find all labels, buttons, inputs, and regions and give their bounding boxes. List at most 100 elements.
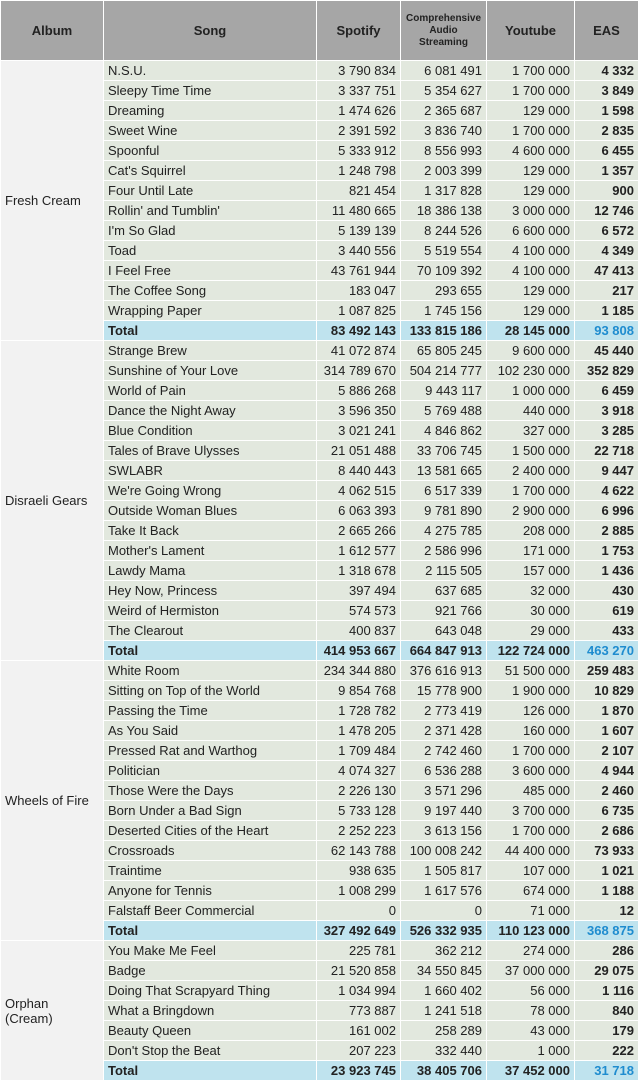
youtube-cell: 157 000: [486, 560, 575, 581]
spotify-cell: 43 761 944: [316, 260, 401, 281]
eas-cell: 1 753: [574, 540, 638, 561]
eas-cell: 6 572: [574, 220, 638, 241]
total-row: Total 327 492 649 526 332 935 110 123 000 36…: [1, 920, 638, 941]
song-cell: We're Going Wrong: [103, 480, 317, 501]
song-cell: You Make Me Feel: [103, 940, 317, 961]
cas-cell: 33 706 745: [400, 440, 487, 461]
total-eas-cell: 368 875: [574, 920, 638, 941]
youtube-cell: 3 000 000: [486, 200, 575, 221]
table-row: Disraeli Gears Strange Brew 41 072 874 65 8…: [0, 340, 638, 661]
song-cell: Traintime: [103, 860, 317, 881]
eas-cell: 1 870: [574, 700, 638, 721]
eas-cell: 2 460: [574, 780, 638, 801]
youtube-cell: 1 700 000: [486, 740, 575, 761]
cas-cell: 2 365 687: [400, 100, 487, 121]
song-cell: Spoonful: [103, 140, 317, 161]
youtube-cell: 327 000: [486, 420, 575, 441]
total-row: Total 414 953 667 664 847 913 122 724 000 46…: [1, 640, 638, 661]
cas-cell: 8 556 993: [400, 140, 487, 161]
spotify-cell: 938 635: [316, 860, 401, 881]
youtube-cell: 126 000: [486, 700, 575, 721]
total-eas-cell: 463 270: [574, 640, 638, 661]
total-spotify-cell: 23 923 745: [316, 1060, 401, 1081]
cas-cell: 637 685: [400, 580, 487, 601]
table-row: We're Going Wrong 4 062 515 6 517 339 1 700…: [1, 480, 638, 501]
cas-cell: 6 517 339: [400, 480, 487, 501]
spotify-cell: 2 665 266: [316, 520, 401, 541]
total-youtube-cell: 28 145 000: [486, 320, 575, 341]
spotify-cell: 314 789 670: [316, 360, 401, 381]
song-cell: I Feel Free: [103, 260, 317, 281]
spotify-cell: 1 318 678: [316, 560, 401, 581]
song-cell: The Clearout: [103, 620, 317, 641]
cas-cell: 2 115 505: [400, 560, 487, 581]
cas-cell: 9 781 890: [400, 500, 487, 521]
eas-cell: 4 944: [574, 760, 638, 781]
spotify-cell: 400 837: [316, 620, 401, 641]
album-cell: Fresh Cream: [0, 60, 104, 341]
spotify-cell: 234 344 880: [316, 660, 401, 681]
total-label-cell: Total: [103, 920, 317, 941]
table-row: Take It Back 2 665 266 4 275 785 208 000 2 8…: [1, 520, 638, 541]
eas-cell: 3 849: [574, 80, 638, 101]
youtube-cell: 1 700 000: [486, 60, 575, 81]
cas-cell: 0: [400, 900, 487, 921]
eas-cell: 6 459: [574, 380, 638, 401]
total-eas-cell: 31 718: [574, 1060, 638, 1081]
song-cell: Born Under a Bad Sign: [103, 800, 317, 821]
spotify-cell: 5 139 139: [316, 220, 401, 241]
youtube-cell: 2 400 000: [486, 460, 575, 481]
spotify-cell: 574 573: [316, 600, 401, 621]
youtube-cell: 1 000: [486, 1040, 575, 1061]
eas-cell: 4 349: [574, 240, 638, 261]
cas-cell: 2 773 419: [400, 700, 487, 721]
eas-cell: 1 185: [574, 300, 638, 321]
total-row: Total 23 923 745 38 405 706 37 452 000 31 71…: [1, 1060, 638, 1081]
song-cell: Sleepy Time Time: [103, 80, 317, 101]
spotify-cell: 41 072 874: [316, 340, 401, 361]
cas-cell: 5 769 488: [400, 400, 487, 421]
youtube-cell: 3 600 000: [486, 760, 575, 781]
spotify-cell: 1 709 484: [316, 740, 401, 761]
table-row: Sleepy Time Time 3 337 751 5 354 627 1 700 …: [1, 80, 638, 101]
cas-cell: 4 275 785: [400, 520, 487, 541]
spotify-cell: 4 074 327: [316, 760, 401, 781]
cas-cell: 6 081 491: [400, 60, 487, 81]
cas-cell: 258 289: [400, 1020, 487, 1041]
song-cell: Wrapping Paper: [103, 300, 317, 321]
song-cell: What a Bringdown: [103, 1000, 317, 1021]
youtube-cell: 4 600 000: [486, 140, 575, 161]
song-cell: Crossroads: [103, 840, 317, 861]
spotify-cell: 821 454: [316, 180, 401, 201]
eas-cell: 1 598: [574, 100, 638, 121]
cas-cell: 3 571 296: [400, 780, 487, 801]
table-row: Passing the Time 1 728 782 2 773 419 126 00…: [1, 700, 638, 721]
cas-cell: 1 745 156: [400, 300, 487, 321]
eas-cell: 22 718: [574, 440, 638, 461]
eas-cell: 430: [574, 580, 638, 601]
cas-cell: 4 846 862: [400, 420, 487, 441]
cas-cell: 15 778 900: [400, 680, 487, 701]
table-row: Orphan (Cream) You Make Me Feel 225 781 362…: [0, 940, 638, 1081]
eas-cell: 433: [574, 620, 638, 641]
youtube-cell: 129 000: [486, 160, 575, 181]
song-cell: White Room: [103, 660, 317, 681]
cas-cell: 921 766: [400, 600, 487, 621]
spotify-cell: 3 596 350: [316, 400, 401, 421]
cas-cell: 3 836 740: [400, 120, 487, 141]
cas-cell: 332 440: [400, 1040, 487, 1061]
cas-cell: 2 742 460: [400, 740, 487, 761]
song-cell: Dreaming: [103, 100, 317, 121]
spotify-cell: 1 728 782: [316, 700, 401, 721]
table-row: Rollin' and Tumblin' 11 480 665 18 386 138…: [1, 200, 638, 221]
song-cell: Hey Now, Princess: [103, 580, 317, 601]
song-cell: Dance the Night Away: [103, 400, 317, 421]
table-row: Mother's Lament 1 612 577 2 586 996 171 000…: [1, 540, 638, 561]
song-cell: Toad: [103, 240, 317, 261]
spotify-cell: 11 480 665: [316, 200, 401, 221]
youtube-cell: 1 700 000: [486, 820, 575, 841]
total-spotify-cell: 83 492 143: [316, 320, 401, 341]
song-cell: Outside Woman Blues: [103, 500, 317, 521]
song-cell: Tales of Brave Ulysses: [103, 440, 317, 461]
song-cell: Strange Brew: [103, 340, 317, 361]
